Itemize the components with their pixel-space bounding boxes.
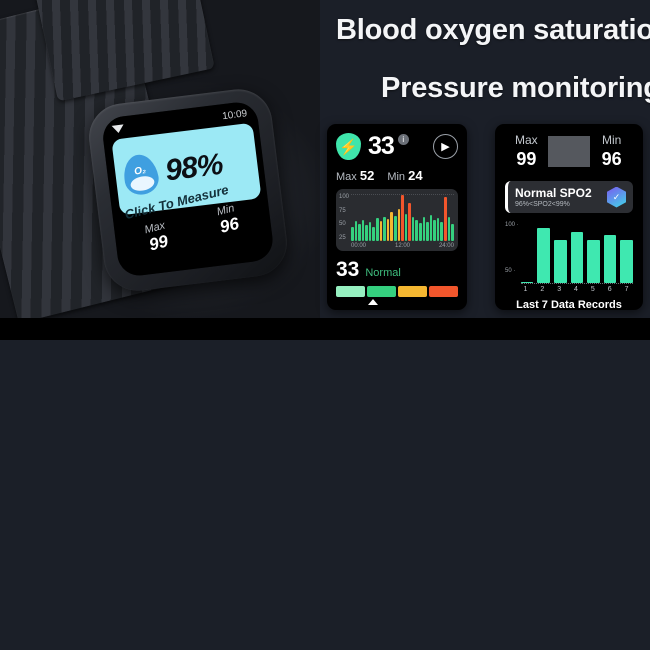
spo2-badge-title: Normal SPO2 [515, 186, 592, 200]
check-glyph: ✓ [612, 191, 621, 202]
spo2-chart-y-axis: 100 · 50 · [505, 222, 519, 274]
stress-status-label: Normal [365, 267, 401, 279]
stress-min: Min 24 [387, 168, 422, 183]
divider [547, 136, 591, 167]
spo2-records-min: Min 96 [590, 133, 633, 170]
watch-body: 10:09 SpO2 O₂ 98% Click To Measure Max 9… [85, 85, 291, 295]
stress-bolt-icon: ⚡ [336, 133, 361, 160]
spo2-records-max-label: Max [515, 133, 538, 147]
spo2-min: Min 96 [189, 196, 272, 262]
stress-monitor-screen[interactable]: ⚡ 33 i ▶ Max 52 Min 24 100 75 50 25 00:00 12… [327, 124, 467, 310]
stress-header-row: ⚡ 33 i ▶ [336, 132, 458, 161]
spo2-records-footer: Last 7 Data Records [516, 299, 622, 310]
spo2-records-max-value: 99 [516, 149, 537, 169]
info-icon[interactable]: i [397, 134, 409, 145]
spo2-value: 98% [163, 147, 225, 188]
heading-pressure-monitoring: Pressure monitoring [381, 72, 650, 104]
spo2-records-min-value: 96 [601, 149, 622, 169]
blood-oxygen-section: Blood oxygen saturation Pressure monitor… [0, 0, 650, 318]
hexagon-check-icon: ✓ [607, 186, 626, 208]
stress-value: 33 [368, 132, 395, 160]
spo2-badge-subtitle: 96%<SPO2<99% [515, 201, 570, 208]
stress-max: Max 52 [336, 168, 374, 183]
spo2-records-max: Max 99 [505, 133, 548, 170]
spo2-chart-bars [520, 222, 633, 284]
watch-strap-top [33, 0, 215, 102]
spo2-max: Max 99 [118, 213, 201, 278]
watch-screen-spo2[interactable]: 10:09 SpO2 O₂ 98% Click To Measure Max 9… [100, 100, 276, 278]
stress-max-value: 52 [359, 168, 375, 183]
stress-bar-chart: 100 75 50 25 00:00 12:00 24:00 [336, 189, 458, 251]
heart-rate-bp-section: Real-time heart rate Blood pressure Max … [0, 340, 650, 650]
stress-zone-marker [368, 299, 378, 305]
spo2-status-badge: Normal SPO2 96%<SPO2<99% ✓ [505, 181, 633, 213]
stress-minmax-row: Max 52 Min 24 [336, 168, 458, 183]
spo2-records-screen[interactable]: Max 99 Min 96 Normal SPO2 96%<SPO2<99% ✓… [495, 124, 643, 310]
stress-chart-x-axis: 00:00 12:00 24:00 [351, 243, 454, 249]
stress-max-label: Max [336, 171, 357, 183]
o2-icon-label: O₂ [133, 164, 147, 178]
stress-chart-bars [351, 194, 454, 241]
watch-time: 10:09 [221, 107, 248, 122]
o2-drop-icon: O₂ [120, 151, 162, 198]
stress-footer: 33 Normal [336, 258, 458, 305]
stress-chart-y-axis: 100 75 50 25 [339, 194, 350, 241]
bolt-glyph: ⚡ [339, 138, 358, 156]
watch-photo-spo2: 10:09 SpO2 O₂ 98% Click To Measure Max 9… [0, 0, 320, 318]
stress-zone-bar [336, 286, 458, 297]
play-icon[interactable]: ▶ [433, 134, 458, 159]
spo2-records-bar-chart: 100 · 50 · [505, 222, 633, 284]
stress-min-value: 24 [408, 168, 423, 183]
heading-blood-oxygen: Blood oxygen saturation [336, 14, 650, 46]
spo2-records-minmax: Max 99 Min 96 [505, 133, 633, 170]
triangle-icon [111, 124, 125, 134]
section-divider [0, 318, 650, 340]
stress-min-label: Min [387, 171, 406, 183]
spo2-records-min-label: Min [602, 133, 622, 147]
stress-footer-value: 33 [336, 258, 360, 281]
